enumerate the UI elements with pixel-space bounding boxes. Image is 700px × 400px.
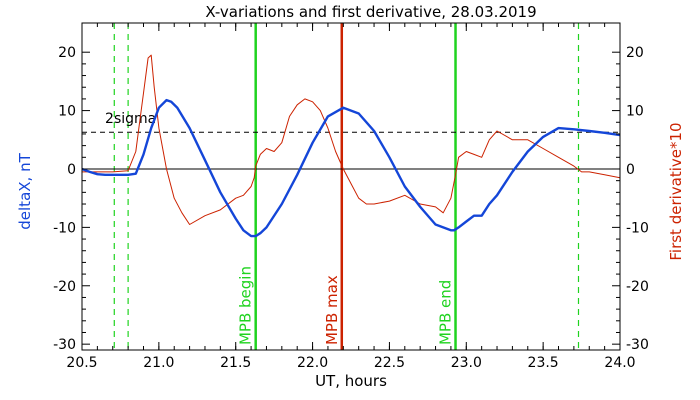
- y-tick-label-right: -30: [626, 337, 649, 353]
- y-tick-label-left: 10: [58, 104, 76, 120]
- x-tick-label: 21.5: [220, 355, 251, 371]
- plot-frame: [81, 22, 621, 351]
- chart-title: X-variations and first derivative, 28.03…: [205, 3, 536, 21]
- vline-label-3: MPB max: [323, 275, 341, 345]
- y-tick-label-left: 0: [67, 162, 76, 178]
- x-tick-label: 24.0: [604, 355, 635, 371]
- x-tick-label: 22.5: [374, 355, 405, 371]
- x-tick-label: 22.0: [297, 355, 328, 371]
- x-tick-label: 20.5: [66, 355, 97, 371]
- y-tick-label-left: -10: [53, 220, 76, 236]
- vline-label-2: MPB begin: [237, 266, 255, 345]
- series-group: [81, 54, 621, 238]
- series-line-0: [81, 98, 621, 238]
- y-tick-label-right: -20: [626, 279, 649, 295]
- y-tick-label-right: 10: [626, 104, 644, 120]
- y-tick-label-right: 20: [626, 45, 644, 61]
- y-tick-label-right: 0: [626, 162, 635, 178]
- y-axis-title-right: First derivative*10: [667, 122, 685, 260]
- threshold-label: 2sigma: [105, 111, 156, 127]
- reference-lines: 2sigma: [82, 111, 620, 170]
- x-tick-label: 21.0: [143, 355, 174, 371]
- y-tick-label-left: -30: [53, 337, 76, 353]
- vline-label-4: MPB end: [437, 280, 455, 345]
- x-tick-label: 23.0: [451, 355, 482, 371]
- x-axis-title: UT, hours: [315, 372, 387, 390]
- y-axis-title-left: deltaX, nT: [16, 152, 34, 229]
- x-tick-label: 23.5: [528, 355, 559, 371]
- y-tick-label-left: -20: [53, 279, 76, 295]
- series-line-1: [82, 54, 621, 225]
- y-tick-label-left: 20: [58, 45, 76, 61]
- vertical-markers: MPB begin MPB max MPB end: [113, 23, 580, 350]
- y-tick-label-right: -10: [626, 220, 649, 236]
- axis-ticks: 20.5 21.0 21.5 22.0 22.5 23.0 23.5 24.0 -30 -30 -2…: [53, 23, 649, 371]
